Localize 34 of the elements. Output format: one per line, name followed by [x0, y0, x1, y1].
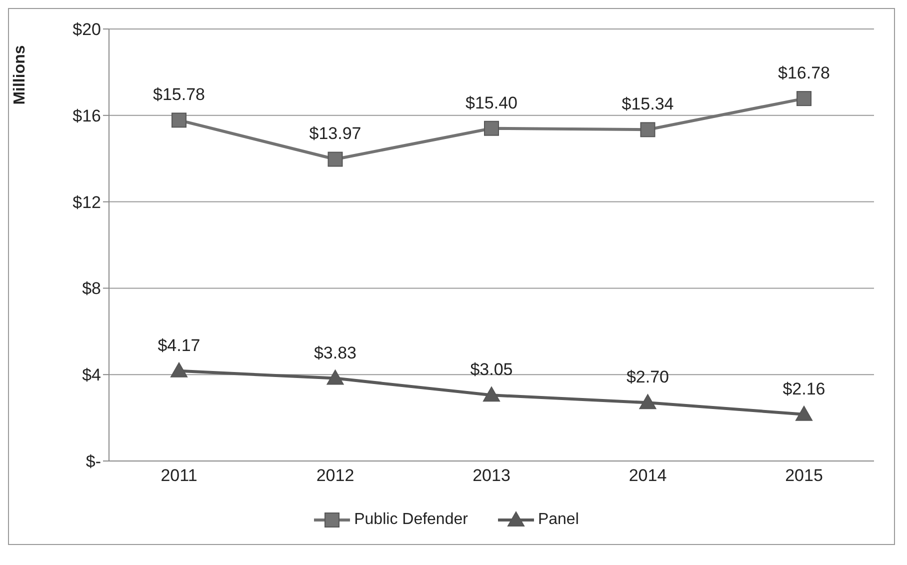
point: [170, 362, 188, 378]
x-tick-label: 2012: [316, 466, 354, 486]
data-label: $2.16: [782, 379, 826, 398]
point: [172, 112, 186, 128]
point: [484, 120, 499, 136]
data-label: $15.40: [466, 93, 518, 112]
y-tick-label: $20: [72, 20, 101, 40]
data-label: $3.05: [470, 360, 513, 380]
data-label: $15.34: [622, 94, 674, 114]
point: [328, 152, 343, 167]
x-tick-label: 2011: [160, 466, 198, 486]
legend-label: Panel: [538, 511, 579, 529]
y-axis-title: Millions: [12, 45, 29, 105]
y-tick-label: $4: [82, 366, 101, 385]
point: [639, 394, 656, 410]
data-label: $15.78: [153, 85, 205, 104]
data-label: $4.17: [158, 336, 200, 355]
x-tick-label: 2014: [628, 466, 667, 486]
y-tick-label: $8: [82, 279, 101, 298]
data-label: $16.78: [778, 64, 830, 83]
point: [796, 91, 812, 106]
data-label: $2.70: [626, 368, 670, 387]
data-label: $13.97: [309, 124, 362, 144]
x-tick-label: 2013: [472, 466, 510, 486]
point: [483, 386, 500, 402]
x-tick-label: 2015: [785, 466, 823, 486]
point: [796, 406, 812, 421]
point: [640, 122, 656, 138]
y-tick-label: $12: [72, 192, 101, 212]
y-tick-label: $16: [72, 106, 101, 126]
data-label: $3.83: [314, 343, 357, 362]
point: [326, 370, 344, 385]
legend-label: Public Defender: [354, 511, 468, 529]
y-tick-label: $-: [86, 452, 101, 472]
